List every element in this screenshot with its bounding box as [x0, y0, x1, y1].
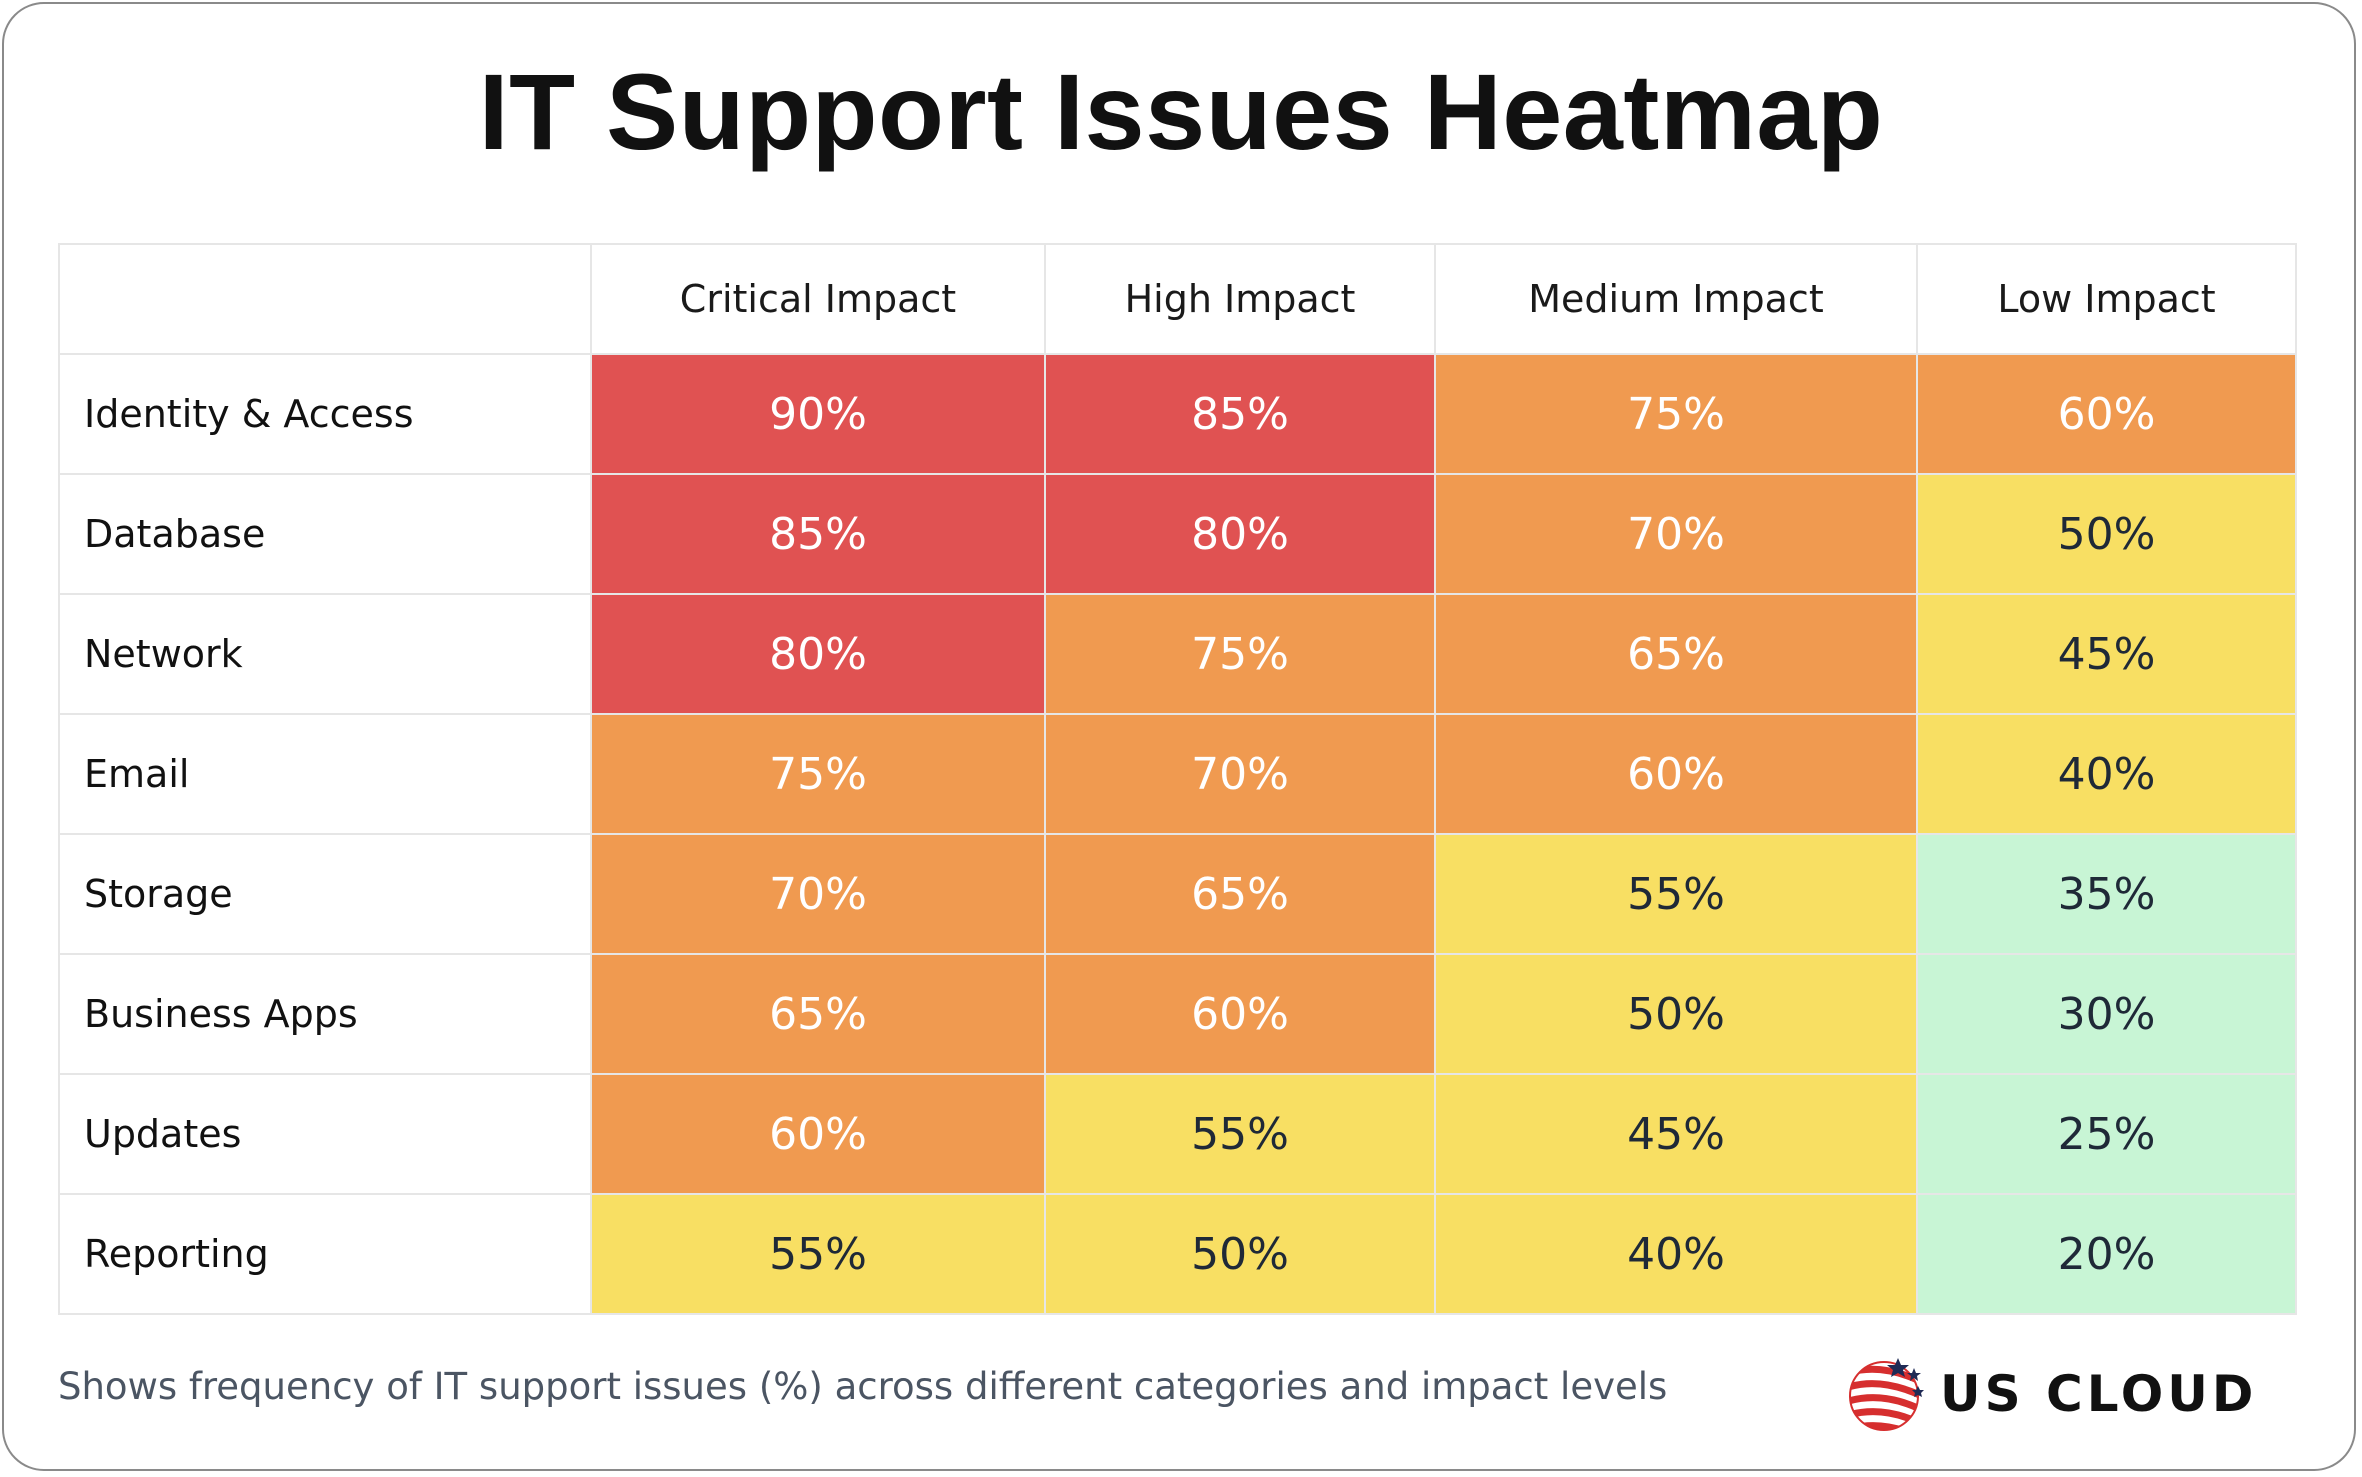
column-header: Medium Impact	[1434, 243, 1918, 355]
corner-cell	[58, 243, 592, 355]
row-label: Email	[58, 713, 592, 835]
heatmap-cell: 55%	[1044, 1073, 1436, 1195]
row-label: Reporting	[58, 1193, 592, 1315]
heatmap-cell: 85%	[1044, 353, 1436, 475]
heatmap-cell: 40%	[1434, 1193, 1918, 1315]
heatmap-cell: 75%	[1434, 353, 1918, 475]
heatmap-cell: 80%	[590, 593, 1046, 715]
column-header: High Impact	[1044, 243, 1436, 355]
heatmap-row: Business Apps 65% 60% 50% 30%	[58, 953, 2297, 1075]
heatmap-cell: 30%	[1916, 953, 2297, 1075]
heatmap-cell: 45%	[1434, 1073, 1918, 1195]
row-label: Updates	[58, 1073, 592, 1195]
heatmap-cell: 75%	[1044, 593, 1436, 715]
heatmap-cell: 55%	[1434, 833, 1918, 955]
heatmap-cell: 70%	[1434, 473, 1918, 595]
chart-title: IT Support Issues Heatmap	[478, 51, 1884, 172]
heatmap-cell: 60%	[1044, 953, 1436, 1075]
us-cloud-logo: US CLOUD	[1846, 1352, 2257, 1436]
heatmap-cell: 60%	[1434, 713, 1918, 835]
heatmap-cell: 80%	[1044, 473, 1436, 595]
heatmap-cell: 20%	[1916, 1193, 2297, 1315]
heatmap-cell: 25%	[1916, 1073, 2297, 1195]
heatmap-row: Reporting 55% 50% 40% 20%	[58, 1193, 2297, 1315]
heatmap-cell: 60%	[1916, 353, 2297, 475]
heatmap-cell: 70%	[590, 833, 1046, 955]
heatmap-cell: 50%	[1044, 1193, 1436, 1315]
heatmap-cell: 45%	[1916, 593, 2297, 715]
heatmap-table: Critical Impact High Impact Medium Impac…	[58, 243, 2297, 1315]
heatmap-cell: 65%	[1044, 833, 1436, 955]
heatmap-cell: 65%	[590, 953, 1046, 1075]
heatmap-cell: 75%	[590, 713, 1046, 835]
heatmap-cell: 50%	[1916, 473, 2297, 595]
heatmap-row: Storage 70% 65% 55% 35%	[58, 833, 2297, 955]
heatmap-cell: 70%	[1044, 713, 1436, 835]
heatmap-row: Database 85% 80% 70% 50%	[58, 473, 2297, 595]
heatmap-body: Identity & Access 90% 85% 75% 60% Database 85%…	[58, 353, 2297, 1315]
heatmap-row: Email 75% 70% 60% 40%	[58, 713, 2297, 835]
row-label: Business Apps	[58, 953, 592, 1075]
logo-text: US CLOUD	[1940, 1365, 2258, 1423]
chart-caption: Shows frequency of IT support issues (%)…	[58, 1365, 1668, 1408]
row-label: Storage	[58, 833, 592, 955]
heatmap-cell: 55%	[590, 1193, 1046, 1315]
globe-flag-icon	[1849, 1358, 1924, 1431]
heatmap-cell: 85%	[590, 473, 1046, 595]
heatmap-cell: 35%	[1916, 833, 2297, 955]
row-label: Network	[58, 593, 592, 715]
heatmap-cell: 40%	[1916, 713, 2297, 835]
heatmap-cell: 60%	[590, 1073, 1046, 1195]
column-header: Low Impact	[1916, 243, 2297, 355]
header-row: Critical Impact High Impact Medium Impac…	[58, 243, 2297, 355]
heatmap-row: Network 80% 75% 65% 45%	[58, 593, 2297, 715]
column-header: Critical Impact	[590, 243, 1046, 355]
heatmap-row: Updates 60% 55% 45% 25%	[58, 1073, 2297, 1195]
heatmap-cell: 90%	[590, 353, 1046, 475]
row-label: Database	[58, 473, 592, 595]
heatmap-row: Identity & Access 90% 85% 75% 60%	[58, 353, 2297, 475]
heatmap-cell: 65%	[1434, 593, 1918, 715]
heatmap-cell: 50%	[1434, 953, 1918, 1075]
row-label: Identity & Access	[58, 353, 592, 475]
